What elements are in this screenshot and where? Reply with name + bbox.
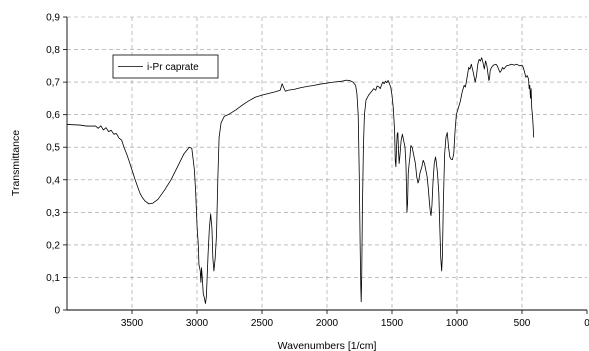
y-tick-label: 0,9 bbox=[46, 13, 60, 24]
series-line-i-pr-caprate bbox=[66, 57, 535, 304]
y-tick-label: 0,3 bbox=[46, 208, 60, 219]
legend: i-Pr caprate bbox=[112, 54, 219, 79]
x-tick-label: 0 bbox=[584, 318, 589, 329]
y-tick-label: 0,5 bbox=[46, 143, 60, 154]
y-axis-ticks: 0 0,1 0,2 0,3 0,4 0,5 0,6 0,7 0,8 0,9 bbox=[46, 13, 67, 317]
y-tick-label: 0,2 bbox=[46, 240, 60, 251]
x-axis-ticks: 3500 3000 2500 2000 1500 1000 500 0 bbox=[121, 310, 589, 329]
x-tick-label: 2000 bbox=[316, 318, 339, 329]
y-tick-label: 0,7 bbox=[46, 78, 60, 89]
y-tick-label: 0,4 bbox=[46, 175, 60, 186]
y-tick-label: 0,6 bbox=[46, 110, 60, 121]
x-tick-label: 500 bbox=[514, 318, 531, 329]
x-tick-label: 1500 bbox=[381, 318, 404, 329]
x-tick-label: 3000 bbox=[186, 318, 209, 329]
y-axis-title: Transmittance bbox=[10, 130, 22, 196]
legend-box bbox=[112, 54, 219, 79]
x-tick-label: 3500 bbox=[121, 318, 144, 329]
legend-label-i-pr-caprate: i-Pr caprate bbox=[147, 62, 199, 73]
x-axis-title: Wavenumbers [1/cm] bbox=[278, 340, 377, 351]
y-tick-label: 0 bbox=[54, 306, 60, 317]
series-layer bbox=[66, 57, 535, 304]
y-tick-label: 0,1 bbox=[46, 273, 60, 284]
x-tick-label: 2500 bbox=[251, 318, 274, 329]
x-tick-label: 1000 bbox=[446, 318, 469, 329]
gridlines bbox=[67, 16, 587, 310]
y-tick-label: 0,8 bbox=[46, 45, 60, 56]
